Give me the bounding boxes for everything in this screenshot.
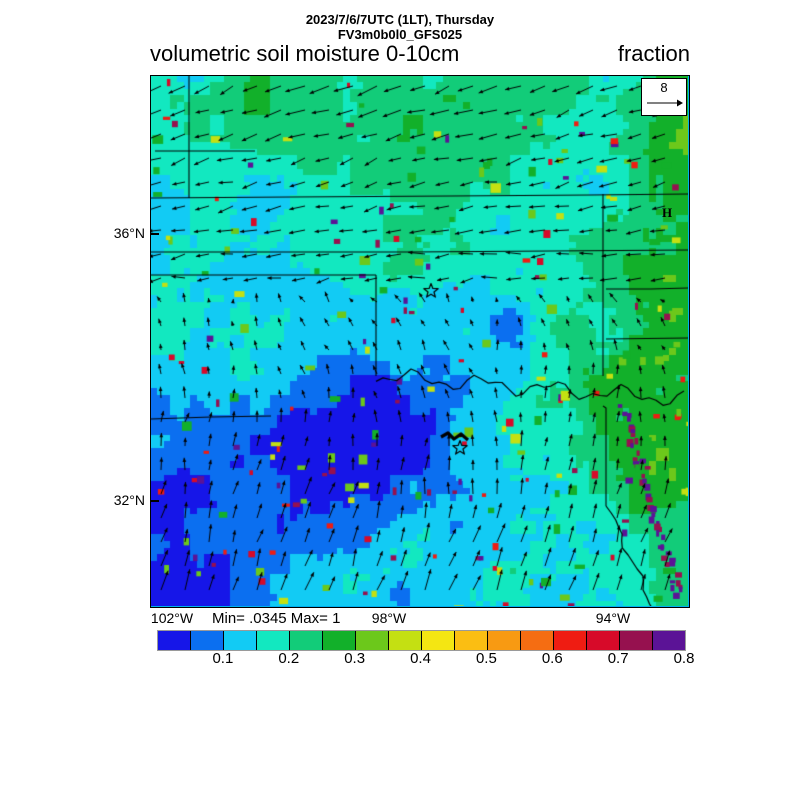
colorbar-tick-0.3: 0.3: [344, 650, 366, 667]
colorbar-segment-9: [455, 631, 488, 650]
title-model-line: FV3m0b0l0_GFS025: [337, 27, 463, 42]
lat-tick-mark: [150, 500, 159, 502]
lat-tick-label: 32°N: [113, 492, 145, 508]
units-label: fraction: [617, 41, 690, 66]
colorbar-segment-0: [158, 631, 191, 650]
colorbar-segment-10: [488, 631, 521, 650]
wind-legend-value: 8: [660, 80, 668, 95]
colorbar-segment-13: [587, 631, 620, 650]
colorbar-tick-labels: 0.1 0.2 0.3 0.4 0.5 0.6 0.7 0.8: [157, 650, 694, 670]
colorbar-tick-0.1: 0.1: [212, 650, 234, 667]
lon-tick-label: 102°W: [150, 610, 194, 626]
colorbar-segment-6: [356, 631, 389, 650]
colorbar-tick-0.8: 0.8: [673, 650, 695, 667]
colorbar-tick-0.4: 0.4: [410, 650, 431, 667]
colorbar-segment-5: [323, 631, 356, 650]
colorbar-segment-3: [257, 631, 290, 650]
colorbar-segment-11: [521, 631, 554, 650]
lat-tick-mark: [150, 233, 159, 235]
colorbar-segment-7: [389, 631, 422, 650]
colorbar-segment-4: [290, 631, 323, 650]
title-date-line: 2023/7/6/7UTC (1LT), Thursday: [305, 12, 495, 27]
colorbar[interactable]: [157, 630, 686, 651]
minmax-stats-label: Min= .0345 Max= 1: [212, 610, 341, 627]
colorbar-segment-2: [224, 631, 257, 650]
lat-tick-label: 36°N: [113, 225, 145, 241]
colorbar-segment-14: [620, 631, 653, 650]
lon-tick-label: 94°W: [595, 610, 631, 626]
colorbar-tick-0.7: 0.7: [607, 650, 629, 667]
soil-moisture-heatmap: [151, 76, 688, 606]
colorbar-tick-0.6: 0.6: [541, 650, 563, 667]
page-title: volumetric soil moisture 0-10cm: [150, 41, 460, 66]
colorbar-segment-15: [653, 631, 685, 650]
colorbar-tick-0.5: 0.5: [475, 650, 497, 667]
map-plot-area[interactable]: H 8: [150, 75, 690, 608]
colorbar-segment-1: [191, 631, 224, 650]
colorbar-segment-12: [554, 631, 587, 650]
high-pressure-label: H: [662, 205, 673, 220]
wind-barb-arrow-icon: [647, 99, 683, 107]
wind-vector-legend: 8: [641, 78, 687, 116]
colorbar-segment-8: [422, 631, 455, 650]
lon-tick-label: 98°W: [371, 610, 407, 626]
colorbar-tick-0.2: 0.2: [278, 650, 300, 667]
